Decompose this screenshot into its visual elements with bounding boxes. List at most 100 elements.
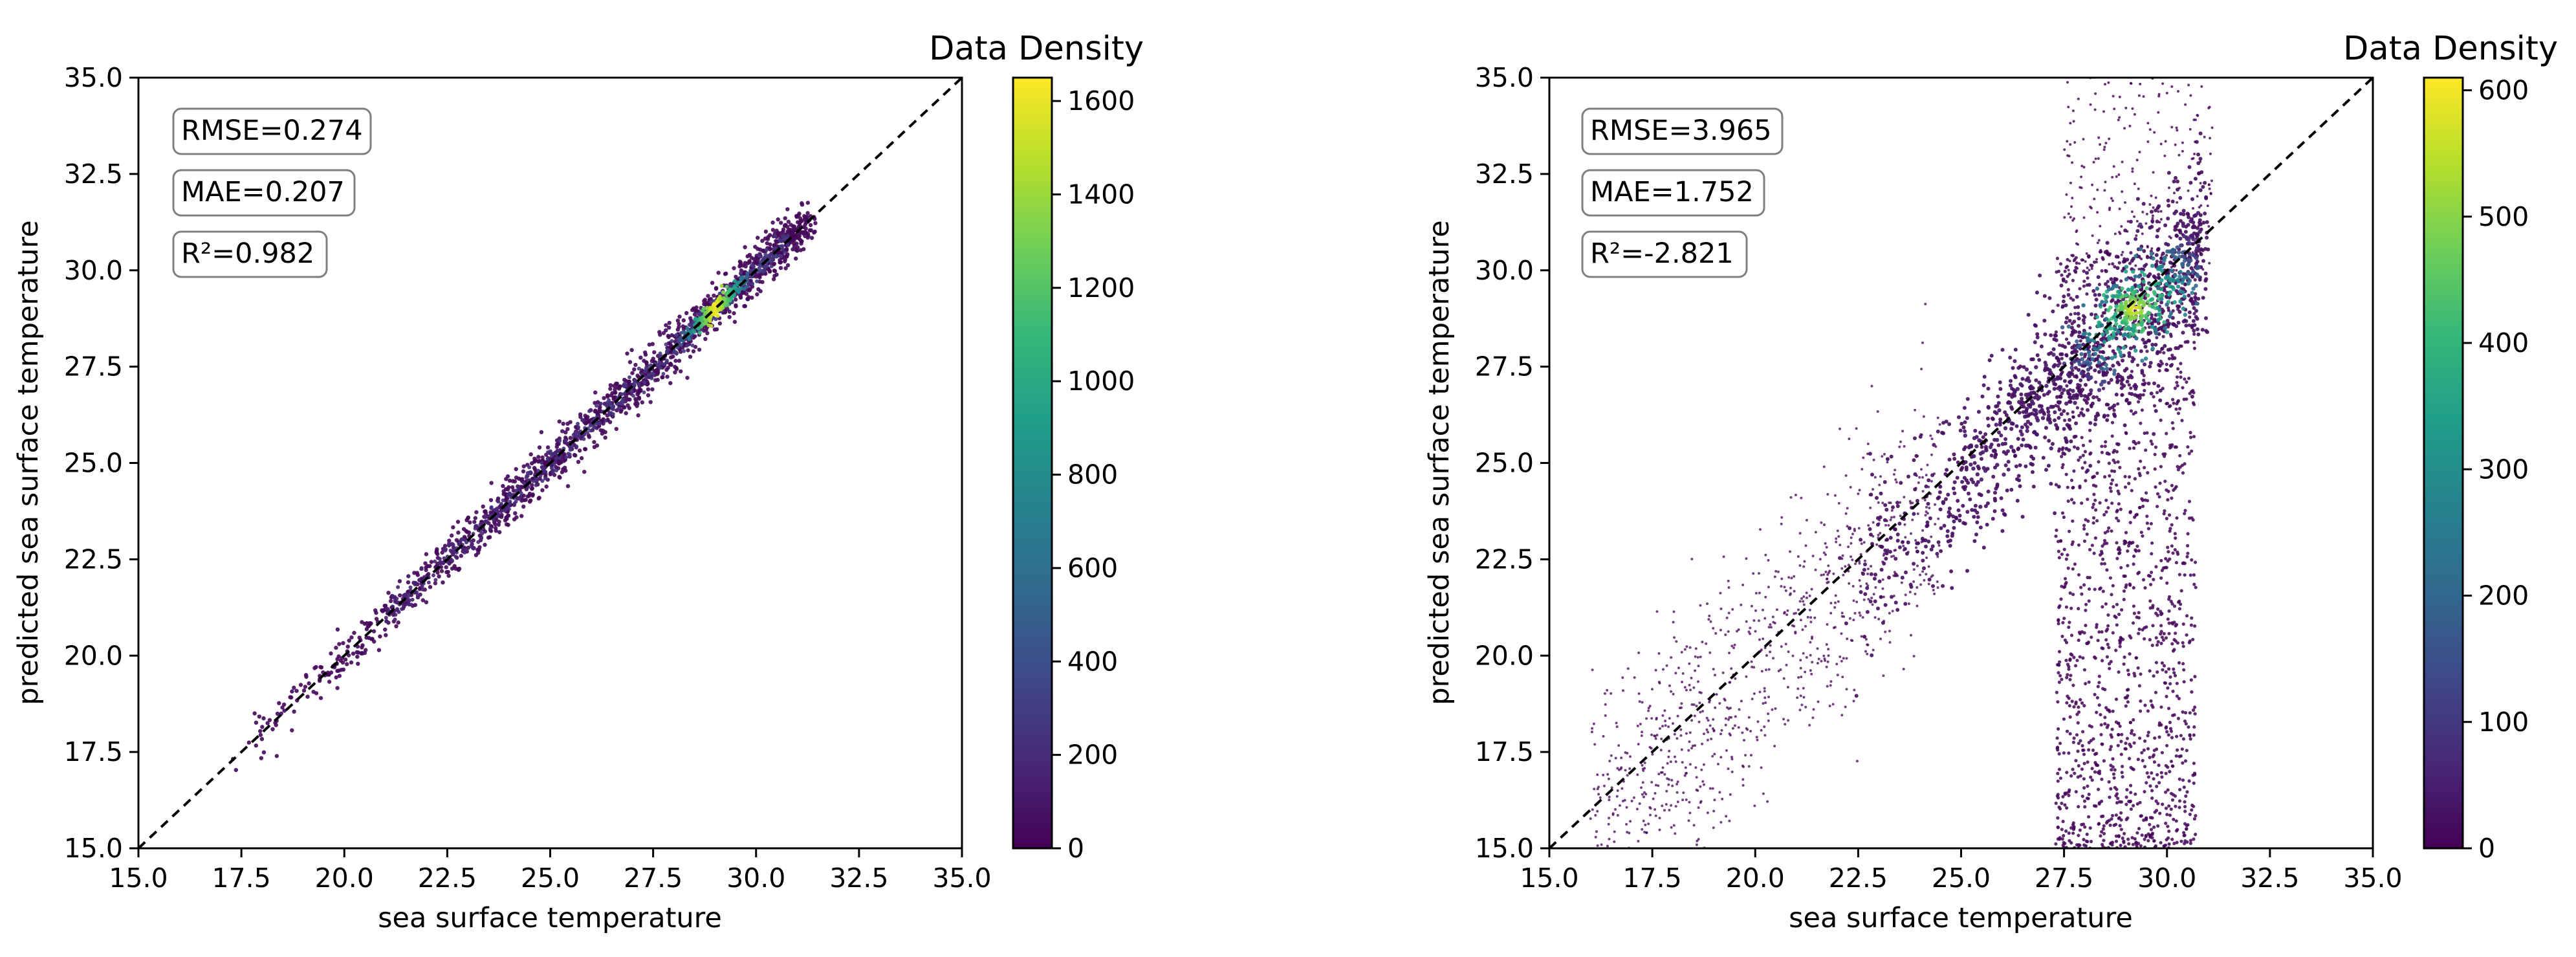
density-point bbox=[2104, 440, 2108, 444]
density-point bbox=[2122, 574, 2126, 578]
density-point bbox=[2181, 737, 2185, 741]
density-point bbox=[1706, 602, 1708, 605]
density-point bbox=[2115, 375, 2119, 380]
density-point bbox=[1643, 795, 1645, 798]
density-point bbox=[2118, 824, 2122, 828]
density-point bbox=[2052, 387, 2057, 391]
density-point bbox=[2119, 828, 2123, 831]
density-point bbox=[1725, 706, 1729, 709]
density-point bbox=[2145, 625, 2148, 629]
density-point bbox=[2087, 815, 2091, 819]
density-point bbox=[2057, 680, 2061, 684]
density-point bbox=[693, 334, 697, 338]
density-point bbox=[2118, 800, 2122, 804]
density-point bbox=[696, 312, 701, 316]
density-point bbox=[2057, 767, 2062, 771]
density-point bbox=[1848, 582, 1851, 585]
density-point bbox=[2084, 382, 2088, 387]
density-point bbox=[2124, 802, 2128, 806]
density-point bbox=[1822, 654, 1826, 657]
density-point bbox=[2083, 461, 2087, 465]
density-point bbox=[307, 681, 311, 686]
density-point bbox=[2084, 602, 2088, 606]
density-point bbox=[2137, 627, 2141, 632]
density-point bbox=[2108, 344, 2112, 348]
density-point bbox=[2183, 822, 2187, 826]
density-point bbox=[489, 506, 494, 511]
density-point bbox=[2152, 432, 2156, 436]
density-point bbox=[647, 342, 651, 347]
density-point bbox=[530, 492, 535, 497]
density-point bbox=[415, 593, 420, 597]
density-point bbox=[512, 501, 517, 505]
density-point bbox=[2164, 556, 2168, 561]
density-point bbox=[1690, 676, 1693, 679]
density-point bbox=[1724, 723, 1727, 727]
density-point bbox=[1643, 761, 1646, 764]
density-point bbox=[1811, 661, 1814, 664]
y-tick-label: 25.0 bbox=[64, 448, 123, 479]
density-point bbox=[2112, 776, 2116, 780]
density-point bbox=[1864, 638, 1868, 641]
density-point bbox=[2102, 303, 2106, 307]
density-point bbox=[1720, 729, 1723, 732]
density-point bbox=[1864, 650, 1867, 653]
density-point bbox=[691, 349, 696, 354]
density-point bbox=[2108, 823, 2112, 827]
density-point bbox=[1683, 648, 1686, 651]
density-point bbox=[2042, 294, 2047, 298]
density-point bbox=[2102, 839, 2106, 842]
density-point bbox=[1689, 688, 1692, 692]
density-point bbox=[1626, 774, 1629, 777]
density-point bbox=[2126, 700, 2130, 704]
density-point bbox=[2079, 698, 2082, 701]
density-point bbox=[1738, 708, 1741, 711]
density-point bbox=[1641, 764, 1644, 767]
density-point bbox=[393, 600, 397, 604]
density-point bbox=[2127, 842, 2131, 846]
density-point bbox=[492, 518, 496, 522]
density-point bbox=[1675, 640, 1678, 643]
density-point bbox=[2120, 732, 2124, 736]
density-point bbox=[2142, 379, 2146, 382]
density-point bbox=[2099, 723, 2103, 727]
density-point bbox=[2180, 747, 2184, 751]
density-point bbox=[768, 233, 772, 237]
y-tick-label: 22.5 bbox=[64, 544, 123, 575]
density-point bbox=[1654, 668, 1657, 672]
density-point bbox=[1914, 408, 1917, 412]
density-point bbox=[2128, 261, 2132, 265]
density-point bbox=[1725, 815, 1728, 818]
density-point bbox=[2112, 469, 2117, 474]
density-point bbox=[2071, 593, 2075, 597]
density-point bbox=[2187, 324, 2191, 327]
density-point bbox=[536, 496, 541, 501]
density-point bbox=[1692, 893, 1694, 896]
density-point bbox=[2167, 306, 2170, 310]
density-point bbox=[2165, 401, 2170, 406]
density-point bbox=[1981, 435, 1985, 439]
density-point bbox=[2189, 737, 2192, 741]
density-point bbox=[2167, 550, 2170, 554]
density-point bbox=[792, 225, 797, 229]
density-point bbox=[1626, 667, 1630, 670]
density-point bbox=[1872, 593, 1875, 596]
density-point bbox=[2187, 215, 2191, 219]
density-point bbox=[2072, 501, 2076, 505]
density-point bbox=[1762, 702, 1765, 705]
density-point bbox=[1956, 508, 1961, 512]
density-point bbox=[1855, 600, 1859, 604]
density-point bbox=[2042, 393, 2046, 397]
density-point bbox=[812, 230, 816, 235]
density-point bbox=[1638, 700, 1641, 703]
density-point bbox=[1888, 501, 1891, 504]
density-point bbox=[1604, 714, 1607, 717]
density-point bbox=[298, 683, 303, 687]
density-point bbox=[754, 256, 758, 261]
density-point bbox=[2181, 386, 2185, 390]
density-point bbox=[1808, 608, 1811, 611]
density-point bbox=[1921, 570, 1925, 573]
density-point bbox=[2167, 489, 2170, 494]
density-point bbox=[377, 648, 382, 652]
density-point bbox=[2058, 742, 2062, 745]
